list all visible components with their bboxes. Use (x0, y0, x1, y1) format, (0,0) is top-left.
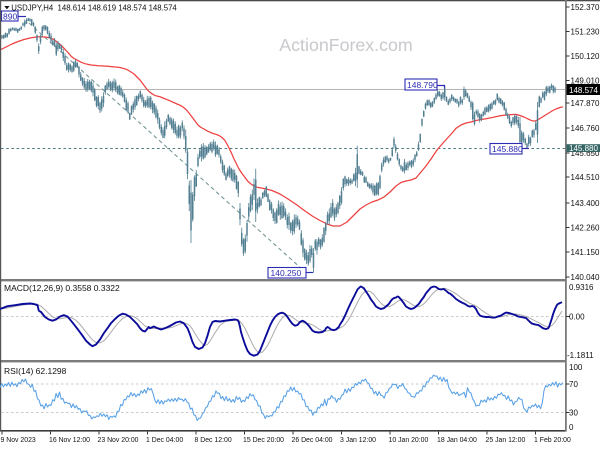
svg-text:152.370: 152.370 (571, 3, 600, 12)
svg-text:890: 890 (3, 12, 17, 22)
svg-text:151.230: 151.230 (571, 28, 600, 37)
svg-text:145.880: 145.880 (492, 144, 523, 154)
svg-text:150.120: 150.120 (571, 52, 600, 61)
svg-text:9 Nov 2023: 9 Nov 2023 (1, 437, 36, 444)
svg-text:142.260: 142.260 (571, 224, 600, 233)
svg-text:30: 30 (569, 409, 578, 418)
svg-text:-1.1811: -1.1811 (567, 351, 594, 360)
svg-text:23 Nov 20:00: 23 Nov 20:00 (98, 437, 139, 444)
svg-text:140.040: 140.040 (571, 273, 600, 282)
svg-text:26 Dec 04:00: 26 Dec 04:00 (292, 437, 333, 444)
svg-text:ActionForex.com: ActionForex.com (279, 35, 412, 55)
svg-text:10 Jan 20:00: 10 Jan 20:00 (389, 437, 429, 444)
svg-text:3 Jan 12:00: 3 Jan 12:00 (340, 437, 376, 444)
svg-text:147.870: 147.870 (571, 99, 600, 108)
svg-text:70: 70 (569, 380, 578, 389)
svg-text:144.510: 144.510 (571, 173, 600, 182)
svg-text:1 Feb 20:00: 1 Feb 20:00 (534, 437, 571, 444)
svg-text:100: 100 (569, 363, 583, 372)
svg-text:149.010: 149.010 (571, 77, 600, 86)
svg-text:145.880: 145.880 (569, 144, 598, 153)
svg-text:18 Jan 04:00: 18 Jan 04:00 (437, 437, 477, 444)
svg-text:8 Dec 12:00: 8 Dec 12:00 (195, 437, 232, 444)
svg-text:148.790: 148.790 (407, 80, 438, 90)
svg-text:148.574: 148.574 (569, 86, 598, 95)
svg-text:0.00: 0.00 (569, 313, 585, 322)
svg-text:0: 0 (569, 423, 574, 432)
svg-text:1 Dec 04:00: 1 Dec 04:00 (146, 437, 183, 444)
svg-text:USDJPY,H4 148.614 148.619 148: USDJPY,H4 148.614 148.619 148.574 148.57… (11, 3, 177, 12)
svg-text:15 Dec 20:00: 15 Dec 20:00 (243, 437, 284, 444)
svg-text:141.150: 141.150 (571, 248, 600, 257)
svg-text:25 Jan 12:00: 25 Jan 12:00 (486, 437, 526, 444)
svg-text:16 Nov 12:00: 16 Nov 12:00 (49, 437, 90, 444)
svg-text:MACD(12,26,9) 0.3558 0.3322: MACD(12,26,9) 0.3558 0.3322 (4, 283, 120, 293)
svg-text:146.760: 146.760 (571, 124, 600, 133)
svg-text:143.400: 143.400 (571, 199, 600, 208)
svg-text:140.250: 140.250 (271, 268, 302, 278)
svg-text:145.650: 145.650 (571, 149, 600, 158)
svg-text:RSI(14) 62.1298: RSI(14) 62.1298 (4, 366, 67, 376)
svg-text:0.9316: 0.9316 (569, 283, 594, 292)
